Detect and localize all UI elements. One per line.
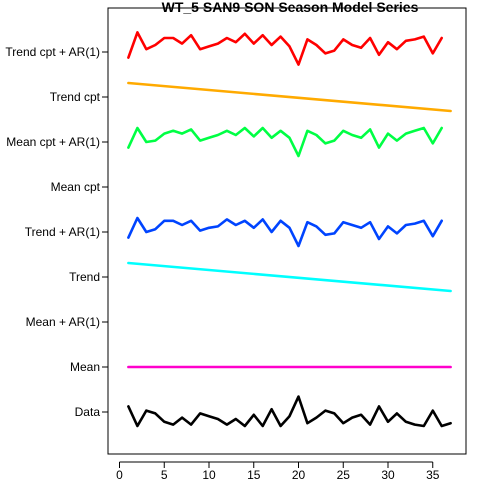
x-tick-label: 25 [337,468,351,480]
series-layer [127,31,452,428]
y-row-label: Mean cpt + AR(1) [6,135,100,149]
y-row-label: Data [75,405,101,419]
y-row-label: Mean [70,360,100,374]
series-line-trend-ar-1 [127,216,444,248]
y-row-label: Trend cpt [50,90,101,104]
series-line-mean-cpt-ar-1 [127,126,444,158]
series-line-data [127,395,452,428]
plot-frame [107,7,467,455]
x-tick-label: 10 [202,468,216,480]
y-row-label: Mean + AR(1) [26,315,100,329]
x-tick-label: 0 [116,468,123,480]
x-tick-label: 20 [292,468,306,480]
x-tick-label: 35 [426,468,440,480]
y-row-label: Trend [69,270,100,284]
x-axis: 0 5 10 15 20 25 30 35 [116,461,440,480]
series-line-trend-cpt [127,81,452,113]
x-tick-label: 15 [247,468,261,480]
x-tick-label: 5 [161,468,168,480]
y-row-label: Trend cpt + AR(1) [5,45,100,59]
y-row-label: Mean cpt [51,180,101,194]
series-line-trend [127,261,452,293]
x-tick-label: 30 [381,468,395,480]
series-line-trend-cpt-ar-1 [127,31,444,66]
y-row-label: Trend + AR(1) [25,225,100,239]
y-axis-labels: Data Mean Mean + AR(1) Trend Trend + AR(1) Me… [5,45,108,419]
